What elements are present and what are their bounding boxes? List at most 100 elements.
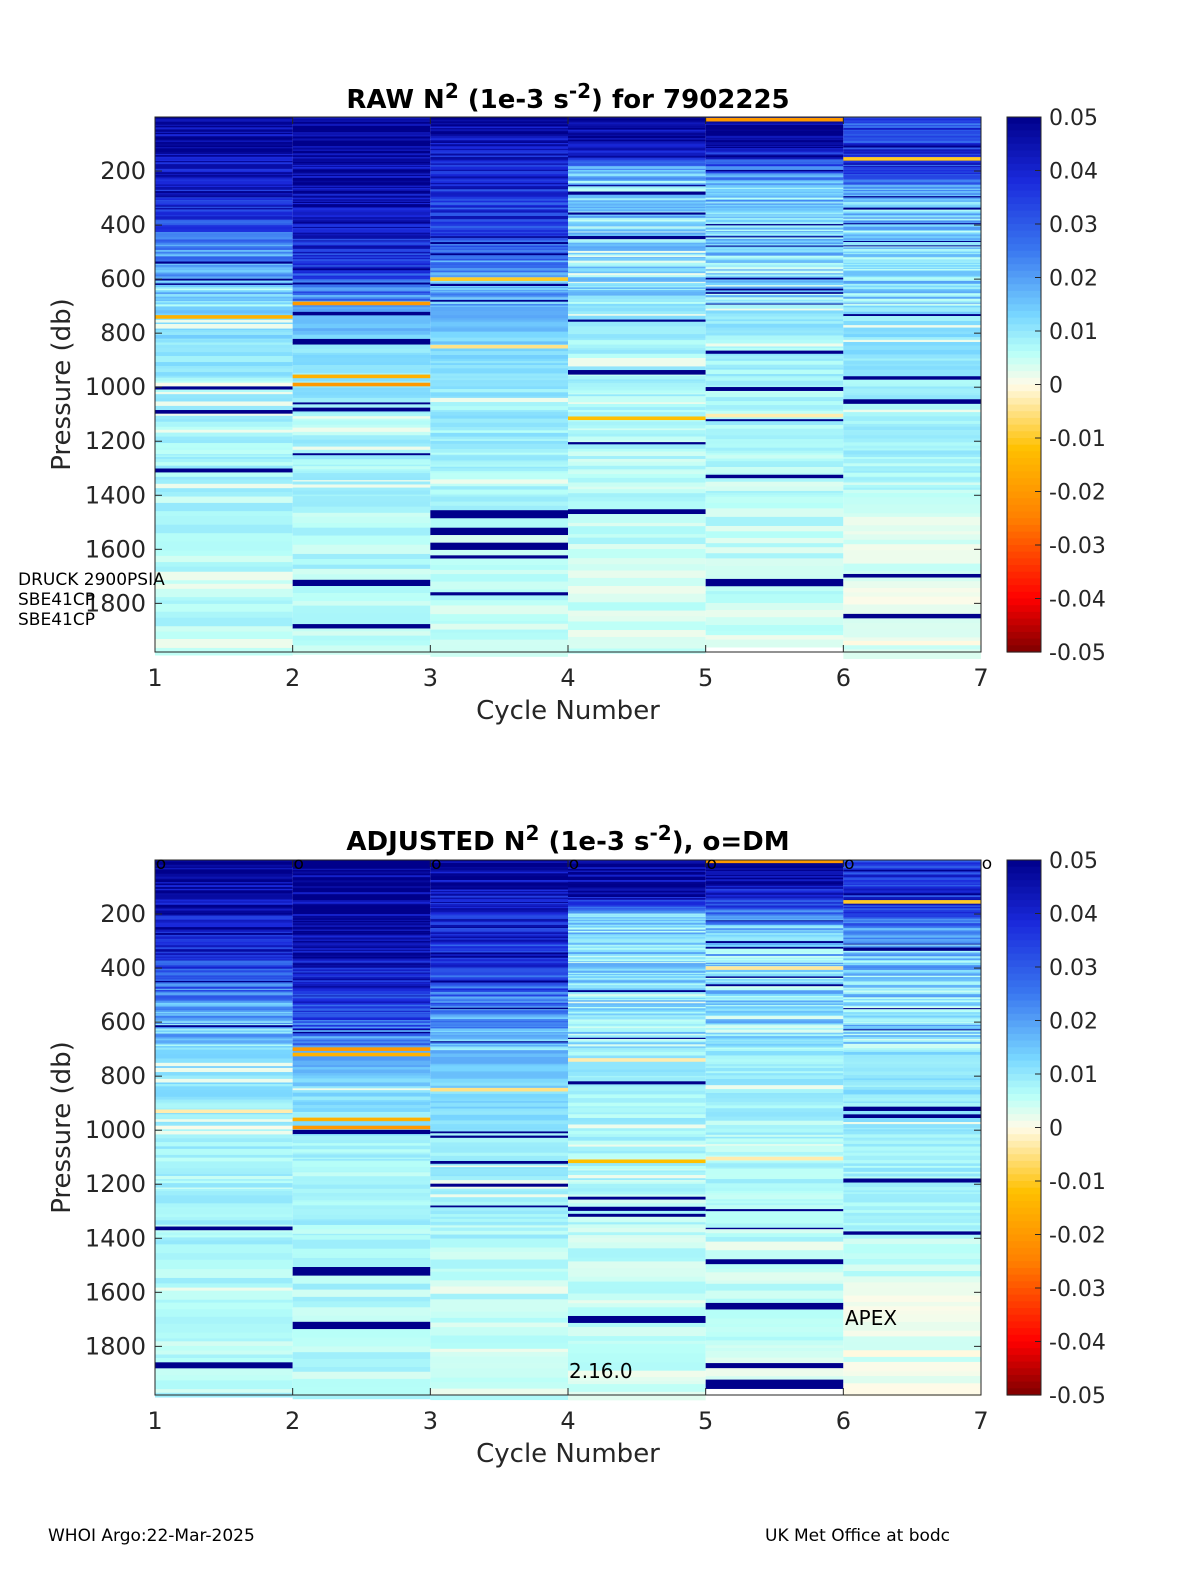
heatmap-cell bbox=[568, 1220, 706, 1223]
heatmap-cell bbox=[705, 970, 844, 973]
heatmap-cell bbox=[155, 999, 293, 1002]
heatmap-cell bbox=[568, 421, 706, 426]
heatmap-cell bbox=[292, 235, 431, 238]
colorbar-swatch bbox=[1007, 384, 1041, 392]
heatmap-cell bbox=[568, 1199, 706, 1204]
heatmap-cell bbox=[568, 124, 706, 127]
heatmap-cell bbox=[292, 169, 431, 171]
heatmap-cell bbox=[568, 1293, 706, 1301]
heatmap-cell bbox=[292, 377, 431, 382]
heatmap-cell bbox=[568, 189, 706, 192]
heatmap-cell bbox=[430, 282, 568, 285]
heatmap-cell bbox=[843, 563, 981, 572]
heatmap-cell bbox=[568, 959, 706, 962]
heatmap-cell bbox=[292, 261, 431, 264]
heatmap-cell bbox=[705, 1007, 844, 1010]
heatmap-cell bbox=[430, 1256, 568, 1260]
heatmap-cell bbox=[843, 577, 981, 582]
heatmap-cell bbox=[155, 893, 293, 896]
heatmap-cell bbox=[843, 156, 981, 158]
heatmap-cell bbox=[568, 1102, 706, 1107]
heatmap-cell bbox=[705, 357, 844, 360]
heatmap-cell bbox=[843, 888, 981, 891]
heatmap-cell bbox=[292, 865, 431, 868]
heatmap-cell bbox=[705, 1179, 844, 1184]
heatmap-cell bbox=[568, 207, 706, 210]
heatmap-cell bbox=[843, 1102, 981, 1108]
heatmap-cell bbox=[430, 117, 568, 119]
heatmap-cell bbox=[705, 1003, 844, 1006]
heatmap-cell bbox=[430, 1042, 568, 1045]
heatmap-cell bbox=[155, 1224, 293, 1227]
heatmap-cell bbox=[843, 360, 981, 365]
heatmap-cell bbox=[292, 1387, 431, 1395]
heatmap-cell bbox=[843, 1310, 981, 1315]
heatmap-cell bbox=[292, 905, 431, 907]
heatmap-cell bbox=[430, 1071, 568, 1074]
heatmap-cell bbox=[568, 986, 706, 989]
colorbar-swatch bbox=[1007, 960, 1041, 968]
heatmap-cell bbox=[843, 1139, 981, 1142]
heatmap-cell bbox=[155, 956, 293, 958]
heatmap-cell bbox=[292, 1232, 431, 1235]
colorbar-swatch bbox=[1007, 1201, 1041, 1209]
heatmap-cell bbox=[705, 277, 844, 280]
heatmap-cell bbox=[568, 965, 706, 968]
heatmap-cell bbox=[430, 952, 568, 955]
heatmap-cell bbox=[843, 259, 981, 262]
heatmap-cell bbox=[292, 962, 431, 965]
heatmap-cell bbox=[705, 323, 844, 329]
heatmap-cell bbox=[430, 222, 568, 224]
heatmap-cell bbox=[705, 247, 844, 250]
heatmap-cell bbox=[568, 966, 706, 970]
sensor-label: SBE41CP bbox=[18, 610, 95, 630]
heatmap-cell bbox=[430, 1085, 568, 1089]
heatmap-cell bbox=[705, 238, 844, 242]
heatmap-cell bbox=[568, 929, 706, 932]
heatmap-cell bbox=[430, 1168, 568, 1171]
heatmap-cell bbox=[843, 120, 981, 122]
heatmap-cell bbox=[292, 1229, 431, 1233]
heatmap-cell bbox=[292, 490, 431, 495]
heatmap-cell bbox=[568, 926, 706, 929]
heatmap-cell bbox=[430, 944, 568, 947]
y-tick-label: 1200 bbox=[85, 427, 146, 455]
heatmap-cell bbox=[430, 985, 568, 988]
heatmap-cell bbox=[155, 1146, 293, 1150]
heatmap-cell bbox=[430, 938, 568, 941]
heatmap-cell bbox=[155, 443, 293, 449]
heatmap-cell bbox=[155, 883, 293, 886]
heatmap-cell bbox=[843, 280, 981, 284]
heatmap-cell bbox=[292, 229, 431, 232]
heatmap-cell bbox=[568, 243, 706, 246]
heatmap-cell bbox=[843, 463, 981, 467]
heatmap-cell bbox=[568, 315, 706, 320]
heatmap-cell bbox=[568, 944, 706, 947]
heatmap-cell bbox=[843, 1039, 981, 1041]
heatmap-cell bbox=[843, 1013, 981, 1015]
heatmap-cell bbox=[292, 158, 431, 160]
heatmap-cell bbox=[292, 133, 431, 136]
heatmap-cell bbox=[568, 1327, 706, 1337]
heatmap-cell bbox=[705, 1272, 844, 1281]
x-axis-label: Cycle Number bbox=[476, 696, 660, 726]
heatmap-cell bbox=[155, 949, 293, 951]
heatmap-cell bbox=[705, 1089, 844, 1094]
heatmap-cell bbox=[292, 1004, 431, 1007]
heatmap-cell bbox=[292, 342, 431, 345]
heatmap-cell bbox=[430, 129, 568, 132]
heatmap-cell bbox=[843, 1094, 981, 1099]
heatmap-cell bbox=[155, 328, 293, 331]
heatmap-cell bbox=[292, 143, 431, 145]
heatmap-cell bbox=[843, 539, 981, 545]
heatmap-cell bbox=[568, 402, 706, 405]
heatmap-cell bbox=[568, 297, 706, 300]
heatmap-cell bbox=[843, 1078, 981, 1081]
heatmap-cell bbox=[705, 303, 844, 305]
heatmap-cell bbox=[155, 177, 293, 180]
heatmap-cell bbox=[705, 117, 844, 119]
x-tick-label: 3 bbox=[423, 664, 438, 692]
heatmap-cell bbox=[568, 873, 706, 876]
heatmap-cell bbox=[155, 300, 293, 303]
heatmap-cell bbox=[705, 296, 844, 298]
